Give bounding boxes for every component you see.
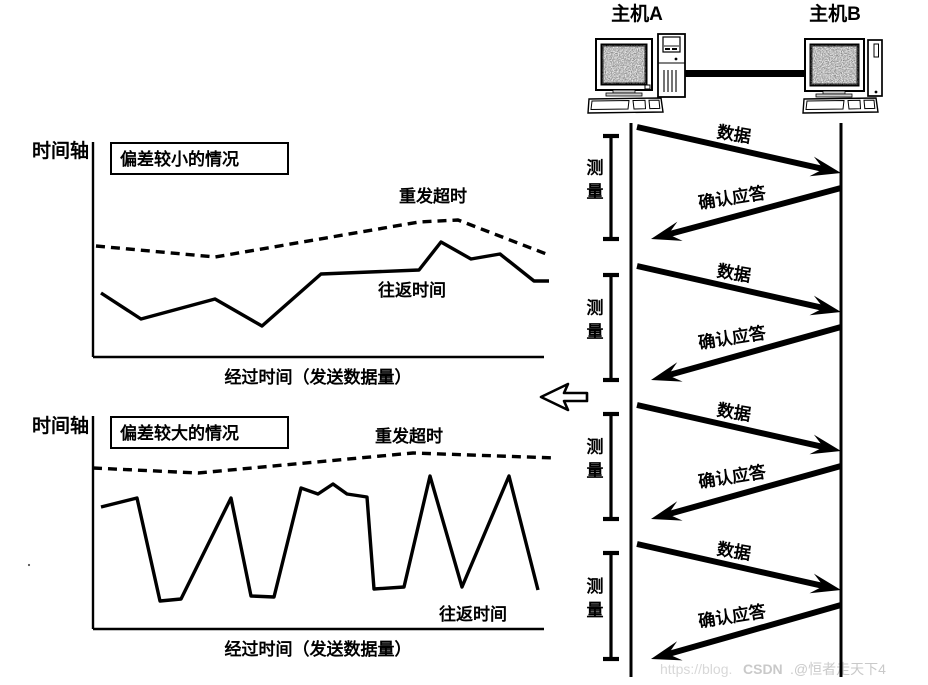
svg-text:测: 测 <box>587 298 604 318</box>
svg-text:往返时间: 往返时间 <box>378 280 446 300</box>
svg-text:往返时间: 往返时间 <box>439 604 507 624</box>
svg-text:测: 测 <box>587 158 604 178</box>
svg-text:经过时间（发送数据量）: 经过时间（发送数据量） <box>225 367 412 387</box>
svg-text:CSDN: CSDN <box>743 661 783 677</box>
svg-text:时间轴: 时间轴 <box>32 414 89 437</box>
svg-text:经过时间（发送数据量）: 经过时间（发送数据量） <box>225 639 412 659</box>
svg-text:.@恒者走天下4: .@恒者走天下4 <box>790 661 886 677</box>
svg-text:量: 量 <box>587 322 604 342</box>
svg-text:主机B: 主机B <box>809 3 861 25</box>
svg-text:偏差较大的情况: 偏差较大的情况 <box>120 423 239 443</box>
svg-text:重发超时: 重发超时 <box>399 186 467 206</box>
svg-text:https://blog.: https://blog. <box>660 661 732 677</box>
svg-text:重发超时: 重发超时 <box>375 426 443 446</box>
svg-text:量: 量 <box>587 600 604 620</box>
svg-text:量: 量 <box>587 182 604 202</box>
svg-text:主机A: 主机A <box>611 3 663 25</box>
svg-text:测: 测 <box>587 576 604 596</box>
svg-text:时间轴: 时间轴 <box>32 139 89 162</box>
svg-text:量: 量 <box>587 461 604 481</box>
svg-text:偏差较小的情况: 偏差较小的情况 <box>120 149 239 169</box>
svg-text:测: 测 <box>587 437 604 457</box>
